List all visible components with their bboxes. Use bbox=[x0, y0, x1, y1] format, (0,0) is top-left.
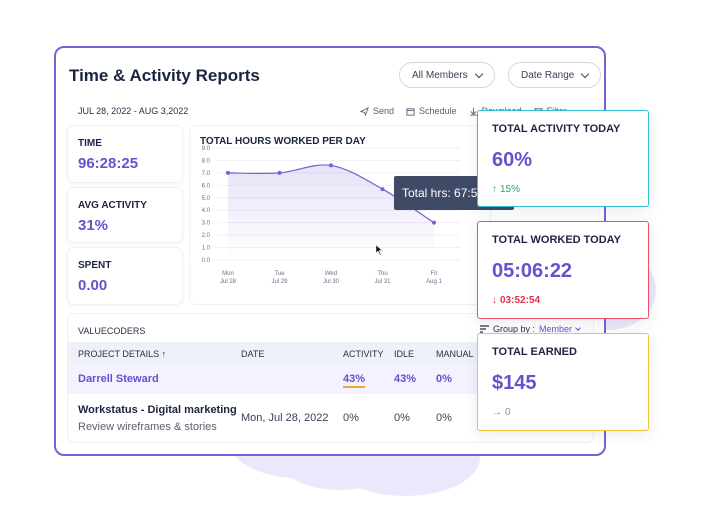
arrow-right-icon: → bbox=[492, 407, 502, 418]
card-label: TOTAL ACTIVITY TODAY bbox=[492, 123, 621, 135]
date-value: Mon, Jul 28, 2022 bbox=[241, 412, 329, 424]
card-value: $145 bbox=[492, 372, 537, 394]
card-value: 05:06:22 bbox=[492, 260, 573, 282]
activity-value: 43% bbox=[343, 373, 366, 388]
table-row[interactable]: Workstatus - Digital marketing Review wi… bbox=[68, 394, 593, 442]
y-tick-label: 2.0 bbox=[202, 233, 211, 239]
total-earned-card: TOTAL EARNED $145 → 0 bbox=[477, 333, 649, 431]
chevron-down-icon bbox=[474, 69, 483, 78]
download-icon bbox=[469, 107, 477, 116]
card-delta-value: 0 bbox=[505, 407, 511, 418]
activity-value: 0% bbox=[343, 412, 359, 424]
y-tick-label: 6.0 bbox=[202, 183, 211, 189]
sort-lines-icon bbox=[480, 325, 489, 333]
y-tick-label: 9.0 bbox=[202, 146, 211, 152]
col-idle[interactable]: IDLE bbox=[394, 349, 415, 359]
card-label: TOTAL EARNED bbox=[492, 346, 577, 358]
calendar-icon bbox=[406, 107, 415, 116]
cursor-icon bbox=[375, 244, 383, 256]
x-tick-day: Tue bbox=[274, 271, 285, 277]
card-delta: → 0 bbox=[492, 407, 634, 418]
stat-label: AVG ACTIVITY bbox=[78, 200, 147, 211]
card-label: TOTAL WORKED TODAY bbox=[492, 234, 621, 246]
members-dropdown[interactable]: All Members bbox=[399, 62, 495, 88]
members-dropdown-label: All Members bbox=[412, 69, 468, 81]
y-tick-label: 1.0 bbox=[202, 246, 211, 252]
y-tick-label: 8.0 bbox=[202, 158, 211, 164]
total-activity-card: TOTAL ACTIVITY TODAY 60% ↑ 15% bbox=[477, 110, 649, 207]
idle-value: 43% bbox=[394, 373, 417, 385]
hours-chart-card: TOTAL HOURS WORKED PER DAY 9.0 8.0 7.0 6.0 5… bbox=[190, 126, 490, 304]
y-tick-label: 5.0 bbox=[202, 196, 211, 202]
stat-card-time: TIME 96:28:25 bbox=[68, 126, 182, 182]
data-point bbox=[277, 170, 282, 175]
x-tick-day: Thu bbox=[377, 271, 387, 277]
card-delta-value: 15% bbox=[500, 184, 521, 195]
data-point bbox=[226, 170, 230, 175]
manual-value: 0% bbox=[436, 412, 452, 424]
card-delta: ↓ 03:52:54 bbox=[492, 295, 634, 306]
group-by-label: Group by : bbox=[493, 324, 536, 334]
arrow-up-icon: ↑ bbox=[492, 184, 497, 195]
date-range-dropdown[interactable]: Date Range bbox=[508, 62, 602, 88]
arrow-down-icon: ↓ bbox=[492, 295, 497, 306]
col-date[interactable]: DATE bbox=[241, 349, 265, 359]
idle-value: 0% bbox=[394, 412, 410, 424]
x-tick-date: Jul 30 bbox=[323, 279, 340, 285]
y-tick-label: 4.0 bbox=[202, 208, 211, 214]
data-point bbox=[329, 163, 333, 168]
hours-line-chart: 9.0 8.0 7.0 6.0 5.0 4.0 3.0 2.0 1.0 0.0 Mon Jul 28 T… bbox=[202, 146, 460, 285]
col-manual[interactable]: MANUAL bbox=[436, 349, 474, 359]
stat-label: SPENT bbox=[78, 260, 112, 271]
data-point bbox=[380, 187, 385, 192]
stat-value: 0.00 bbox=[78, 277, 108, 294]
card-value: 60% bbox=[492, 149, 533, 171]
x-tick-day: Fri bbox=[431, 271, 438, 277]
page-title: Time & Activity Reports bbox=[69, 66, 260, 85]
group-by-value: Member bbox=[539, 324, 573, 334]
total-worked-card: TOTAL WORKED TODAY 05:06:22 ↓ 03:52:54 bbox=[477, 221, 649, 319]
col-activity[interactable]: ACTIVITY bbox=[343, 349, 384, 359]
table-header: PROJECT DETAILS ↑ DATE ACTIVITY IDLE MAN… bbox=[68, 342, 593, 364]
stat-card-spent: SPENT 0.00 bbox=[68, 248, 182, 304]
x-tick-date: Jul 31 bbox=[374, 279, 391, 285]
company-name: VALUECODERS bbox=[78, 326, 146, 336]
y-tick-label: 7.0 bbox=[202, 171, 211, 177]
x-tick-day: Mon bbox=[222, 271, 234, 277]
project-name: Workstatus - Digital marketing bbox=[78, 404, 237, 416]
stat-card-activity: AVG ACTIVITY 31% bbox=[68, 188, 182, 242]
stat-value: 31% bbox=[78, 217, 109, 234]
member-name[interactable]: Darrell Steward bbox=[78, 373, 159, 385]
card-delta-value: 03:52:54 bbox=[500, 295, 541, 306]
manual-value: 0% bbox=[436, 373, 452, 385]
data-point bbox=[432, 220, 436, 225]
send-icon bbox=[360, 106, 369, 116]
stat-label: TIME bbox=[78, 138, 102, 149]
card-delta: ↑ 15% bbox=[492, 184, 634, 195]
x-tick-date: Jul 29 bbox=[271, 279, 288, 285]
schedule-label: Schedule bbox=[419, 106, 457, 116]
x-tick-date: Aug 1 bbox=[426, 279, 442, 285]
send-button[interactable]: Send bbox=[360, 106, 394, 116]
x-tick-date: Jul 28 bbox=[220, 279, 237, 285]
x-tick-day: Wed bbox=[325, 271, 337, 277]
y-tick-label: 3.0 bbox=[202, 221, 211, 227]
stat-value: 96:28:25 bbox=[78, 155, 139, 172]
task-name: Review wireframes & stories bbox=[78, 421, 217, 433]
date-range-text: JUL 28, 2022 - AUG 3,2022 bbox=[78, 106, 189, 116]
series-area bbox=[228, 164, 434, 260]
date-range-dropdown-label: Date Range bbox=[521, 69, 575, 81]
group-by-control[interactable]: Group by : Member bbox=[480, 324, 581, 334]
chevron-down-icon bbox=[581, 69, 590, 78]
send-label: Send bbox=[373, 106, 395, 116]
y-tick-label: 0.0 bbox=[202, 258, 211, 264]
schedule-button[interactable]: Schedule bbox=[406, 106, 457, 116]
col-project-details[interactable]: PROJECT DETAILS ↑ bbox=[78, 349, 167, 359]
chevron-down-icon bbox=[575, 325, 581, 331]
chart-title: TOTAL HOURS WORKED PER DAY bbox=[200, 136, 366, 147]
